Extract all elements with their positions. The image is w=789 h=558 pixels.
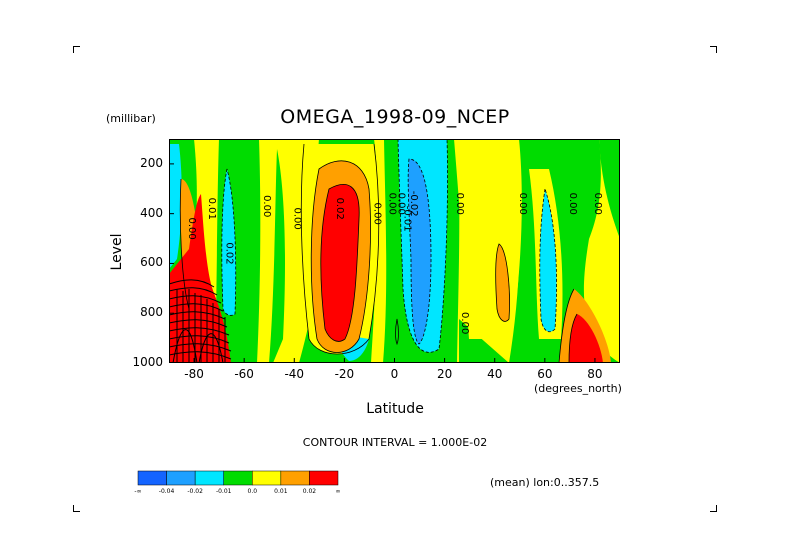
colorbar-swatch bbox=[194, 470, 224, 486]
contour-region bbox=[599, 139, 620, 239]
contour-region bbox=[569, 314, 603, 363]
contour-region bbox=[539, 189, 557, 332]
crop-mark-bottom-right bbox=[710, 505, 717, 512]
contour-label: 0.00 bbox=[454, 193, 465, 215]
x-tick-label: 0 bbox=[390, 367, 399, 381]
contour-label: 0.00 bbox=[517, 193, 528, 215]
chart-title: OMEGA_1998-09_NCEP bbox=[280, 106, 510, 128]
y-axis-units: (millibar) bbox=[106, 112, 156, 125]
solid-contours bbox=[179, 143, 578, 363]
contour-label: -0.01 bbox=[402, 206, 413, 232]
contour-label: 0.00 bbox=[186, 217, 197, 239]
crop-mark-bottom-left bbox=[73, 505, 80, 512]
y-tick-label: 200 bbox=[140, 155, 163, 170]
colorbar-label: 0.02 bbox=[302, 488, 317, 495]
contour-region bbox=[408, 159, 431, 344]
x-tick-label: -80 bbox=[184, 367, 204, 381]
crop-mark-top-right bbox=[710, 46, 717, 53]
contour-region bbox=[495, 244, 510, 322]
colorbar-swatch bbox=[280, 470, 310, 486]
contour-label: 0.01 bbox=[206, 198, 217, 220]
x-axis-units: (degrees_north) bbox=[534, 382, 622, 395]
colorbar-swatch bbox=[252, 470, 282, 486]
x-tick-label: -40 bbox=[284, 367, 305, 381]
x-axis-label: Latitude bbox=[366, 401, 424, 417]
contour-region bbox=[221, 169, 236, 316]
colorbar-label: ∞ bbox=[335, 488, 341, 495]
x-tick-label: 40 bbox=[487, 367, 503, 381]
y-tick-label: 1000 bbox=[132, 355, 163, 369]
contour-label: 0.00 bbox=[371, 203, 382, 225]
colorbar-swatch bbox=[309, 470, 339, 486]
contour-label: 0.00 bbox=[567, 193, 578, 215]
contour-region bbox=[169, 144, 182, 269]
contour-label: 0.00 bbox=[291, 208, 302, 230]
x-tick-label: 60 bbox=[537, 367, 553, 381]
colorbar-label: -0.02 bbox=[187, 488, 203, 495]
colorbar-label: -∞ bbox=[134, 488, 142, 495]
contour-label: 0.00 bbox=[395, 193, 406, 215]
contour-label: 0.00 bbox=[386, 193, 397, 215]
y-tick-label: 400 bbox=[140, 205, 163, 220]
axis-tick-marks bbox=[169, 163, 596, 363]
contour-label: 0.00 bbox=[592, 193, 603, 215]
x-tick-label: 20 bbox=[436, 367, 453, 381]
x-tick-label: -60 bbox=[234, 367, 254, 381]
mean-info-text: (mean) lon:0..357.5 bbox=[490, 476, 600, 489]
contour-label: 0.02 bbox=[334, 198, 345, 220]
contour-label: -0.02 bbox=[408, 191, 419, 217]
colorbar-swatch bbox=[166, 470, 196, 486]
colorbar bbox=[137, 470, 339, 486]
colorbar-label: 0.0 bbox=[247, 488, 258, 495]
colorbar-label: -0.04 bbox=[158, 488, 175, 495]
colorbar-swatch bbox=[223, 470, 253, 486]
colorbar-label: 0.01 bbox=[274, 488, 288, 495]
crop-mark-top-left bbox=[73, 46, 80, 53]
contour-interval-text: CONTOUR INTERVAL = 1.000E-02 bbox=[302, 436, 488, 449]
x-tick-label: 80 bbox=[587, 367, 603, 381]
contour-region bbox=[320, 184, 360, 342]
contour-label: 0.00 bbox=[261, 195, 272, 217]
dense-contour-lines bbox=[169, 279, 232, 363]
x-tick-label: -20 bbox=[334, 367, 355, 381]
contour-plot: 0.000.010.020.000.00 0.02 0.00 0.000.00-0.0… bbox=[169, 139, 620, 363]
contour-region bbox=[269, 149, 285, 363]
colorbar-swatch bbox=[137, 470, 167, 486]
y-tick-label: 600 bbox=[140, 255, 163, 270]
contour-label: 0.00 bbox=[459, 312, 470, 334]
contour-labels: 0.000.010.020.000.00 0.02 0.00 0.000.00-0.0… bbox=[186, 191, 603, 335]
colorbar-label: -0.01 bbox=[215, 488, 232, 495]
y-axis-label: Level bbox=[109, 233, 125, 271]
dashed-contours bbox=[221, 139, 557, 353]
y-tick-label: 800 bbox=[140, 305, 163, 320]
contour-label: 0.02 bbox=[224, 242, 235, 264]
